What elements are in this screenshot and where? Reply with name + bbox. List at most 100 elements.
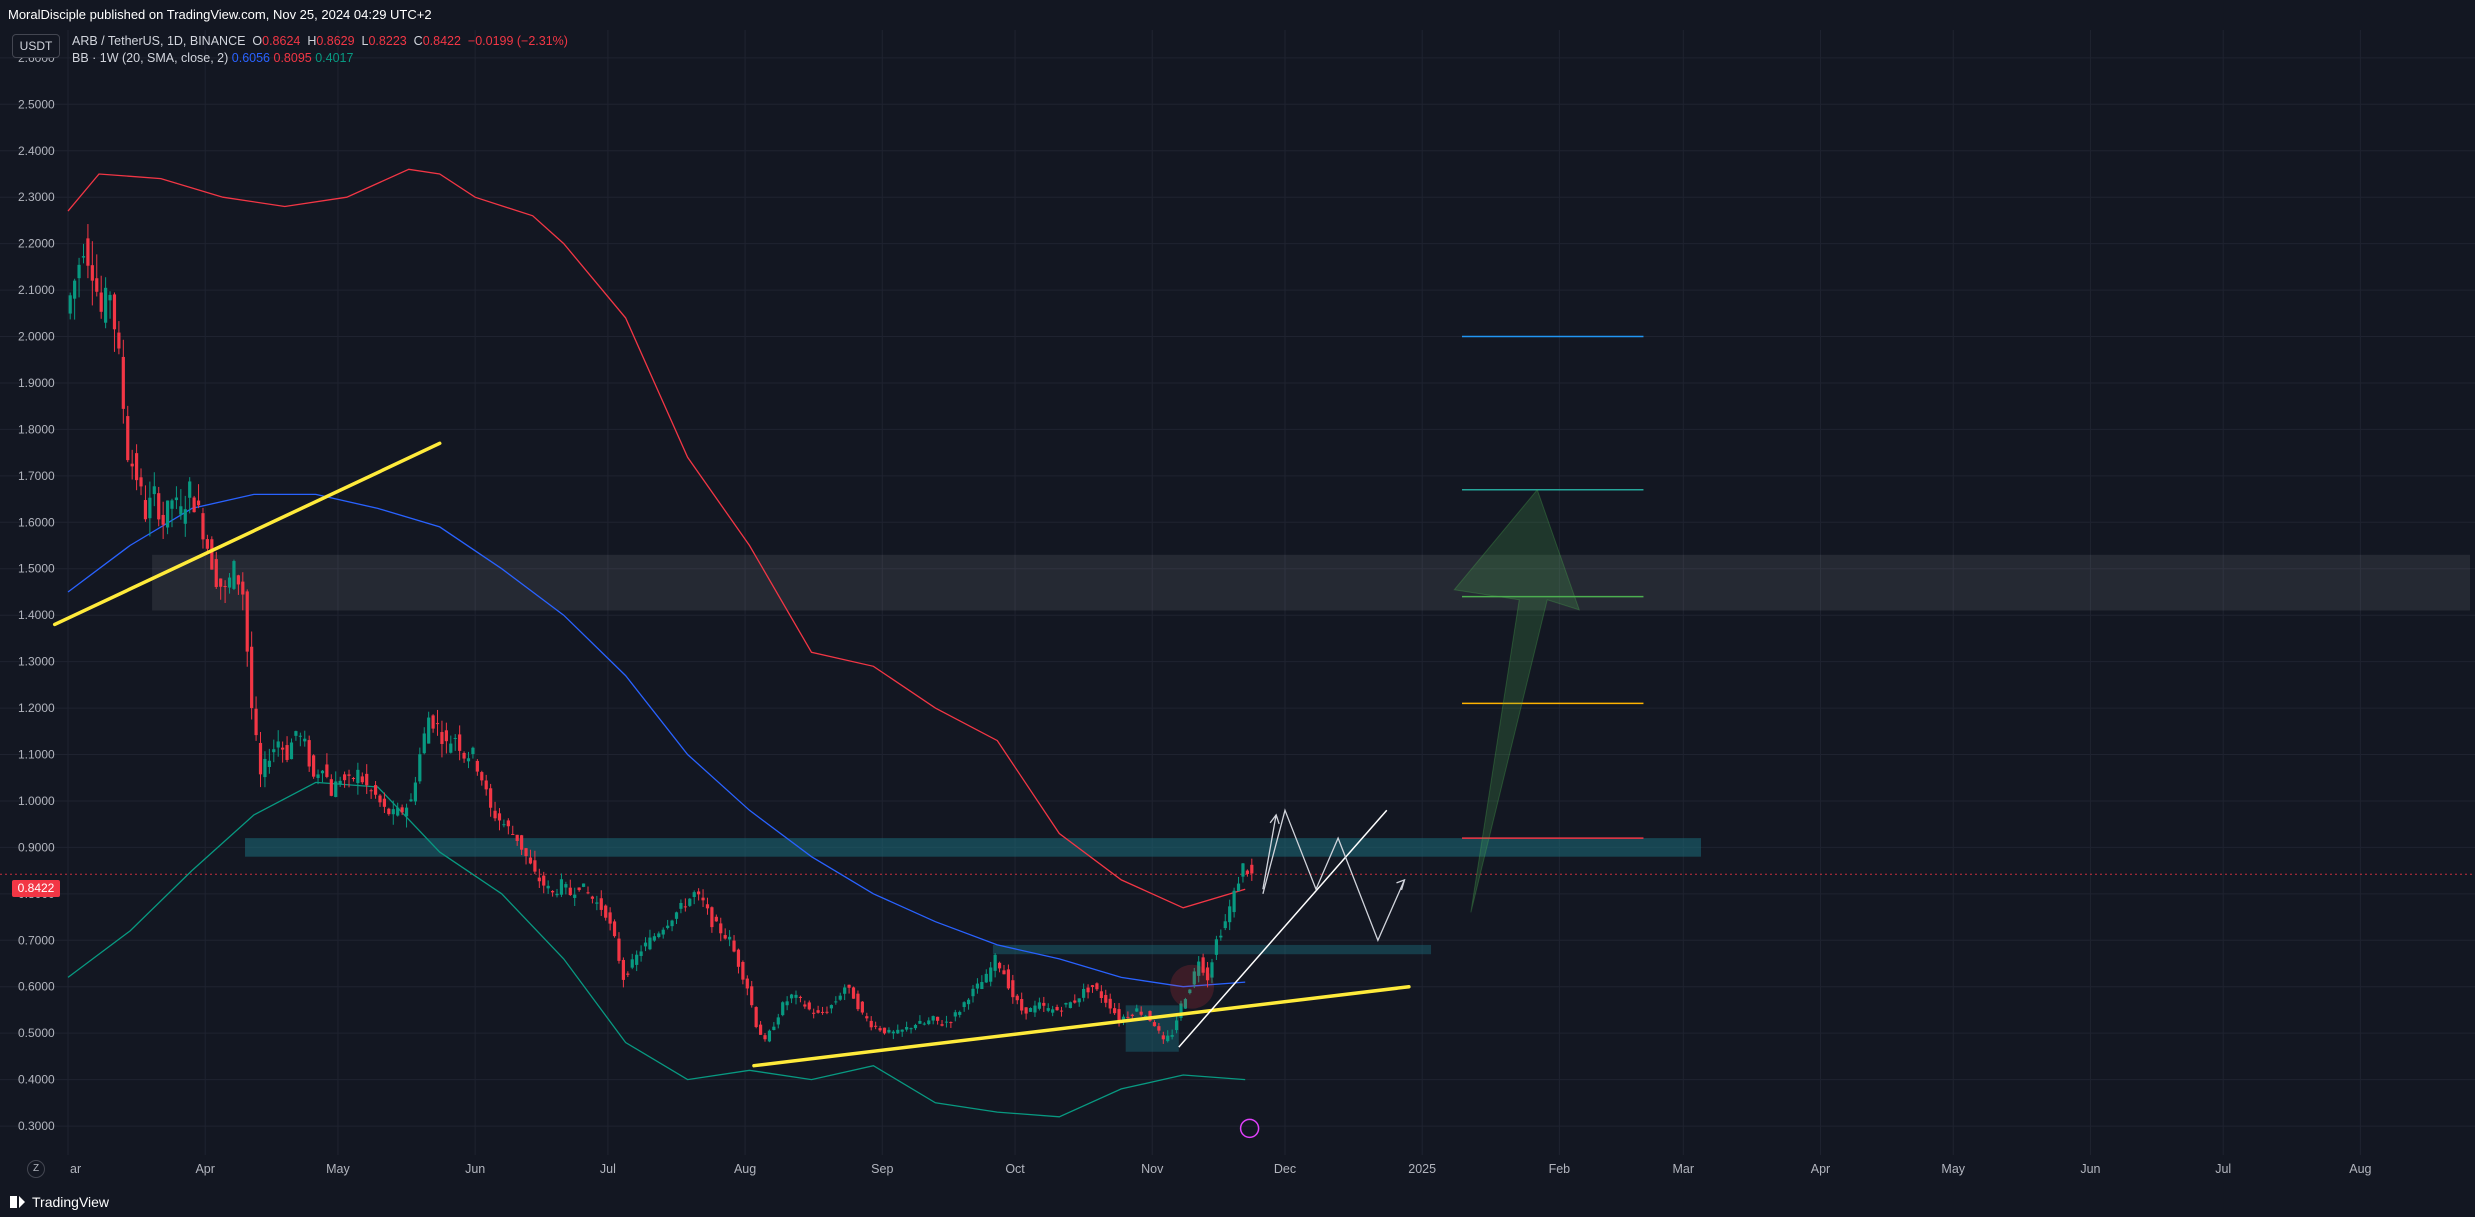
candle-body xyxy=(232,561,236,589)
candle-body xyxy=(1192,971,1196,985)
candle-body xyxy=(188,481,192,498)
candle-body xyxy=(1037,1002,1041,1009)
candle-body xyxy=(789,994,794,999)
candle-body xyxy=(409,799,413,802)
x-tick-label: Aug xyxy=(2349,1162,2371,1176)
candle-body xyxy=(294,731,298,736)
candle-body xyxy=(975,983,980,989)
open-value: 0.8624 xyxy=(262,34,301,48)
candle-body xyxy=(1250,864,1254,874)
candle-body xyxy=(705,904,710,909)
zones xyxy=(0,554,2475,1052)
candle-body xyxy=(1161,1035,1165,1040)
candle-body xyxy=(161,514,165,525)
candle-body xyxy=(555,893,559,896)
candle-body xyxy=(1223,921,1227,929)
candle-body xyxy=(1205,967,1210,981)
zigzag-arrowhead xyxy=(1396,878,1406,891)
tradingview-logo[interactable]: TradingView xyxy=(10,1194,109,1210)
top-bar: MoralDisciple published on TradingView.c… xyxy=(0,0,2475,30)
candle-body xyxy=(927,1020,931,1025)
candle-body xyxy=(227,577,232,588)
candle-body xyxy=(710,907,714,928)
candle-body xyxy=(1006,969,1011,989)
currency-button[interactable]: USDT xyxy=(12,34,60,58)
candle-body xyxy=(298,735,302,737)
candle-body xyxy=(882,1027,887,1034)
candle-body xyxy=(515,834,519,841)
candle-body xyxy=(745,978,749,989)
candle-body xyxy=(170,500,174,509)
candle-body xyxy=(502,824,506,826)
y-tick-label: 1.5000 xyxy=(18,562,55,576)
candle-body xyxy=(905,1026,909,1030)
zoom-reset-button[interactable]: Z xyxy=(27,1160,45,1178)
candle-body xyxy=(466,758,471,762)
candle-body xyxy=(913,1024,918,1029)
time-axis[interactable]: ar Apr May Jun Jul Aug Sep Oct Nov Dec 2025 Feb Mar A… xyxy=(70,1162,2372,1176)
candle-body xyxy=(971,988,975,997)
candle-body xyxy=(325,764,329,777)
candle-body xyxy=(763,1035,767,1040)
candle-body xyxy=(422,733,426,754)
candle-body xyxy=(444,730,448,742)
candle-body xyxy=(1064,1003,1068,1005)
candle-body xyxy=(542,875,546,886)
candle-body xyxy=(550,890,555,893)
white-trendline xyxy=(1178,809,1388,1048)
candle-body xyxy=(674,912,679,919)
candle-body xyxy=(1015,995,1019,1001)
x-tick-label: Feb xyxy=(1549,1162,1571,1176)
x-tick-label: Jul xyxy=(2215,1162,2231,1176)
x-tick-label: Jul xyxy=(600,1162,616,1176)
candle-body xyxy=(1028,1008,1033,1012)
support-trendline xyxy=(52,441,442,627)
annotations xyxy=(52,335,1644,1139)
bb-label[interactable]: BB · 1W (20, SMA, close, 2) xyxy=(72,51,229,65)
candle-body xyxy=(157,493,161,520)
price-chart[interactable]: 2.60002.50002.40002.30002.20002.10002.00… xyxy=(0,30,2475,1186)
candle-body xyxy=(997,962,1002,969)
candle-body xyxy=(714,916,718,922)
price-axis[interactable]: 2.60002.50002.40002.30002.20002.10002.00… xyxy=(18,51,55,1133)
zone-rect xyxy=(152,554,2470,611)
candle-body xyxy=(984,973,988,983)
candle-body xyxy=(396,807,400,816)
candle-body xyxy=(214,559,218,587)
candle-body xyxy=(205,539,210,549)
candle-body xyxy=(289,742,294,760)
candle-body xyxy=(281,747,285,750)
candle-body xyxy=(1219,935,1223,938)
candle-body xyxy=(1095,983,1099,990)
candle-body xyxy=(1236,883,1241,892)
candle-body xyxy=(949,1022,953,1024)
candle-body xyxy=(1245,870,1249,874)
candle-body xyxy=(851,987,856,999)
legend-row-bb: BB · 1W (20, SMA, close, 2) 0.6056 0.809… xyxy=(72,50,568,67)
symbol-label[interactable]: ARB / TetherUS, 1D, BINANCE xyxy=(72,34,246,48)
candle-body xyxy=(183,509,187,524)
projection-arrow xyxy=(1262,813,1280,890)
candle-body xyxy=(962,1002,966,1008)
projection-zigzag xyxy=(1262,808,1406,942)
candle-body xyxy=(728,936,732,940)
y-tick-label: 1.9000 xyxy=(18,376,55,390)
candle-body xyxy=(1197,961,1201,976)
candle-body xyxy=(657,933,661,938)
zone-rect xyxy=(245,838,1701,857)
candle-body xyxy=(1059,1010,1064,1012)
candle-body xyxy=(670,920,674,927)
tradingview-logo-text: TradingView xyxy=(32,1194,110,1210)
candle-body xyxy=(471,747,475,755)
candle-body xyxy=(338,780,342,785)
candle-body xyxy=(99,292,103,312)
bb-upper-value: 0.8095 xyxy=(273,51,312,65)
tradingview-logo-icon xyxy=(10,1196,26,1208)
candle-body xyxy=(382,798,387,807)
candle-body xyxy=(528,857,533,864)
candle-body xyxy=(73,280,77,299)
highlight-circle xyxy=(1170,964,1215,1009)
candle-body xyxy=(599,898,603,910)
candle-body xyxy=(838,995,842,1000)
y-tick-label: 1.0000 xyxy=(18,794,55,808)
